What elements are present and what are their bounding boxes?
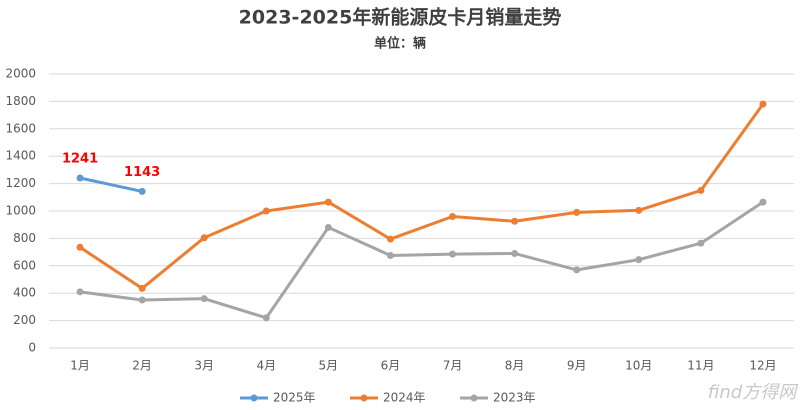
point — [635, 256, 643, 264]
x-tick-label: 8月 — [505, 359, 525, 373]
x-tick-label: 10月 — [625, 359, 652, 373]
y-tick-label: 1800 — [5, 94, 36, 108]
legend-marker — [360, 394, 368, 402]
y-tick-label: 1400 — [5, 149, 36, 163]
legend-marker — [470, 394, 478, 402]
x-tick-label: 2月 — [132, 359, 152, 373]
y-tick-label: 200 — [13, 313, 36, 327]
point — [449, 250, 457, 258]
y-tick-label: 1600 — [5, 121, 36, 135]
data-label: 1143 — [124, 165, 160, 180]
point — [76, 288, 84, 296]
point — [573, 208, 581, 216]
legend-label: 2023年 — [493, 391, 536, 405]
point — [759, 100, 767, 108]
point — [262, 314, 270, 322]
chart-subtitle: 单位：辆 — [374, 36, 426, 52]
point — [449, 212, 457, 220]
series-line — [79, 103, 765, 290]
point — [200, 295, 208, 303]
y-tick-label: 1000 — [5, 204, 36, 218]
point — [386, 235, 394, 243]
y-tick-label: 800 — [13, 231, 36, 245]
y-tick-label: 600 — [13, 258, 36, 272]
legend-label: 2025年 — [273, 391, 316, 405]
point — [697, 239, 705, 247]
legend-marker — [250, 394, 258, 402]
y-tick-label: 400 — [13, 286, 36, 300]
point — [511, 249, 519, 257]
x-tick-label: 7月 — [443, 359, 463, 373]
chart-title: 2023-2025年新能源皮卡月销量走势 — [239, 6, 562, 29]
point — [635, 206, 643, 214]
point — [697, 186, 705, 194]
series-line — [79, 176, 143, 193]
point — [138, 284, 146, 292]
point — [759, 198, 767, 206]
watermark: find方得网 — [708, 382, 798, 403]
y-tick-label: 1200 — [5, 176, 36, 190]
point — [262, 207, 270, 215]
x-tick-label: 1月 — [70, 359, 90, 373]
x-tick-label: 6月 — [381, 359, 401, 373]
series-line — [79, 200, 764, 320]
y-tick-label: 2000 — [5, 67, 36, 81]
legend-label: 2024年 — [383, 391, 426, 405]
y-tick-label: 0 — [28, 341, 36, 355]
point — [573, 266, 581, 274]
point — [138, 296, 146, 304]
point — [386, 252, 394, 260]
x-tick-label: 11月 — [687, 359, 714, 373]
x-tick-label: 5月 — [319, 359, 339, 373]
point — [200, 234, 208, 242]
data-label: 1241 — [62, 151, 98, 166]
x-tick-label: 9月 — [567, 359, 587, 373]
x-tick-label: 3月 — [194, 359, 214, 373]
point — [76, 243, 84, 251]
point — [511, 217, 519, 225]
x-tick-label: 12月 — [749, 359, 776, 373]
point — [138, 187, 146, 195]
point — [76, 174, 84, 182]
point — [324, 223, 332, 231]
point — [324, 198, 332, 206]
x-tick-label: 4月 — [256, 359, 276, 373]
